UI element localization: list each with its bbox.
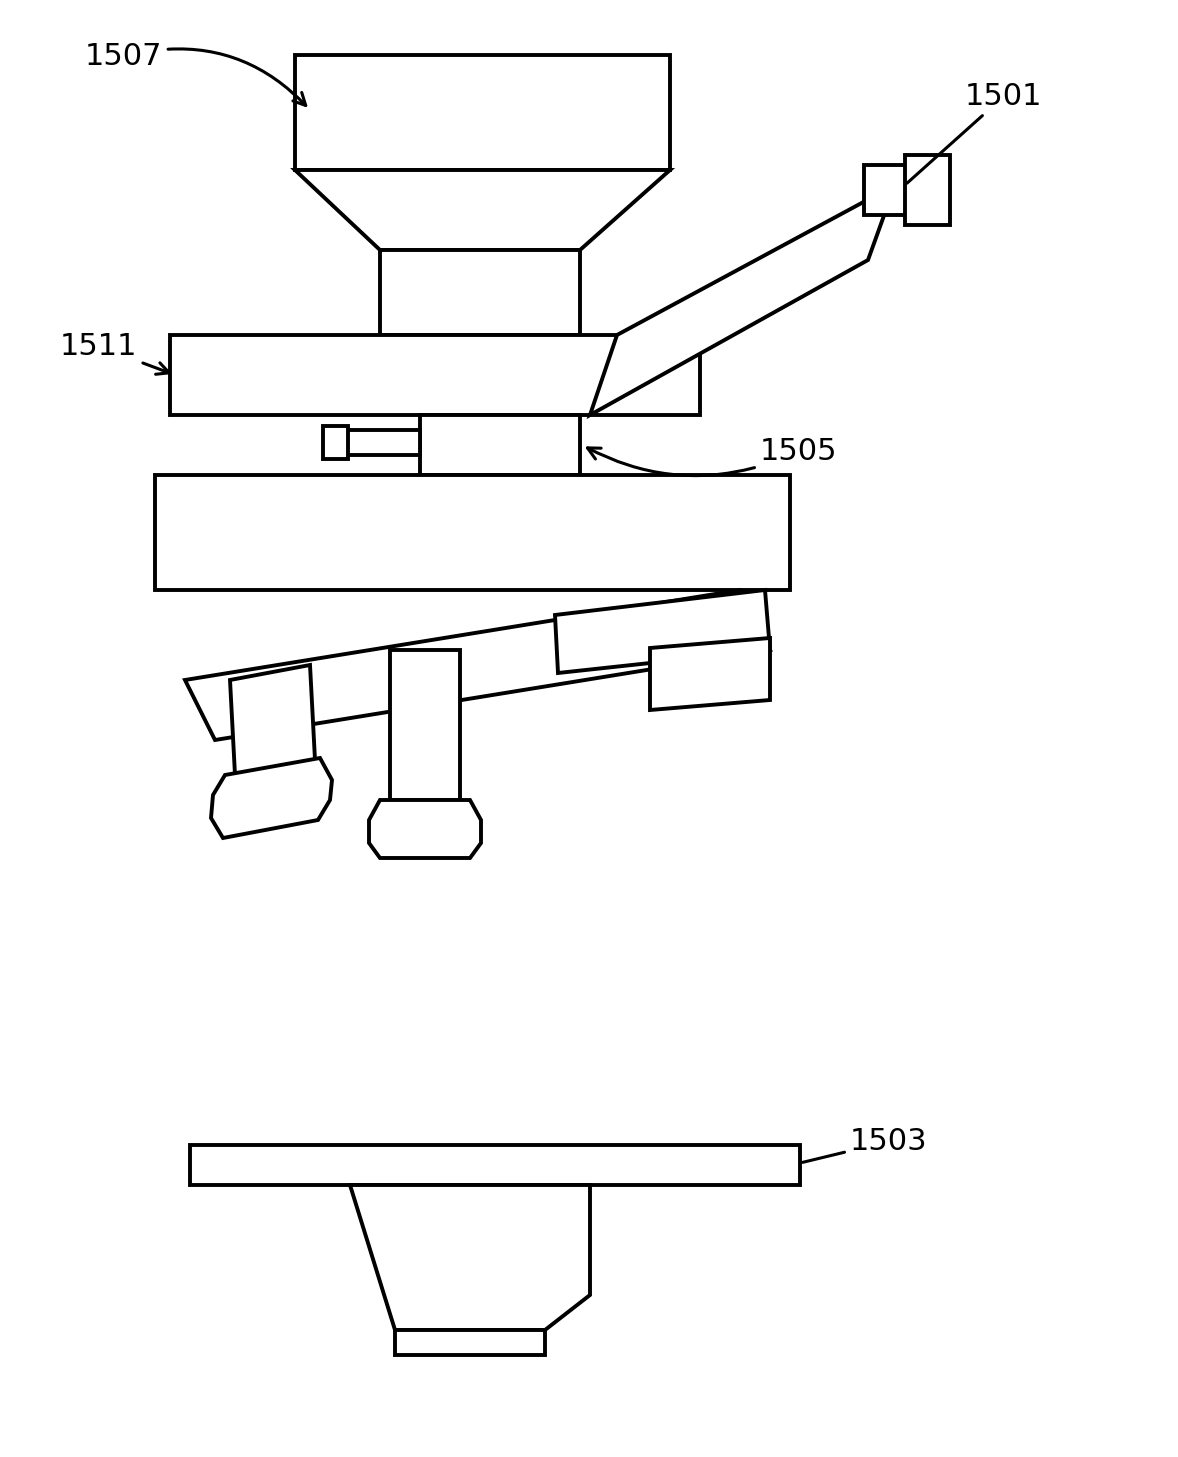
Text: 1503: 1503 <box>802 1128 927 1163</box>
Bar <box>155 475 790 590</box>
Bar <box>380 251 580 335</box>
Polygon shape <box>369 800 481 858</box>
Polygon shape <box>185 590 770 740</box>
Polygon shape <box>650 638 770 710</box>
Polygon shape <box>863 165 909 216</box>
Bar <box>345 430 421 455</box>
Polygon shape <box>390 650 459 800</box>
Polygon shape <box>555 590 770 673</box>
Text: 1511: 1511 <box>60 332 170 374</box>
Polygon shape <box>590 185 895 415</box>
Bar <box>294 55 670 170</box>
Text: 1505: 1505 <box>588 437 838 475</box>
Polygon shape <box>294 170 670 251</box>
Text: 1501: 1501 <box>907 82 1043 184</box>
Bar <box>190 1145 800 1185</box>
Bar <box>170 335 700 415</box>
Polygon shape <box>905 154 949 224</box>
Text: 1507: 1507 <box>85 42 306 105</box>
Polygon shape <box>211 758 332 838</box>
Bar <box>395 1330 545 1355</box>
Polygon shape <box>350 1185 590 1330</box>
Bar <box>323 425 348 459</box>
Polygon shape <box>230 664 315 775</box>
Bar <box>421 415 580 475</box>
